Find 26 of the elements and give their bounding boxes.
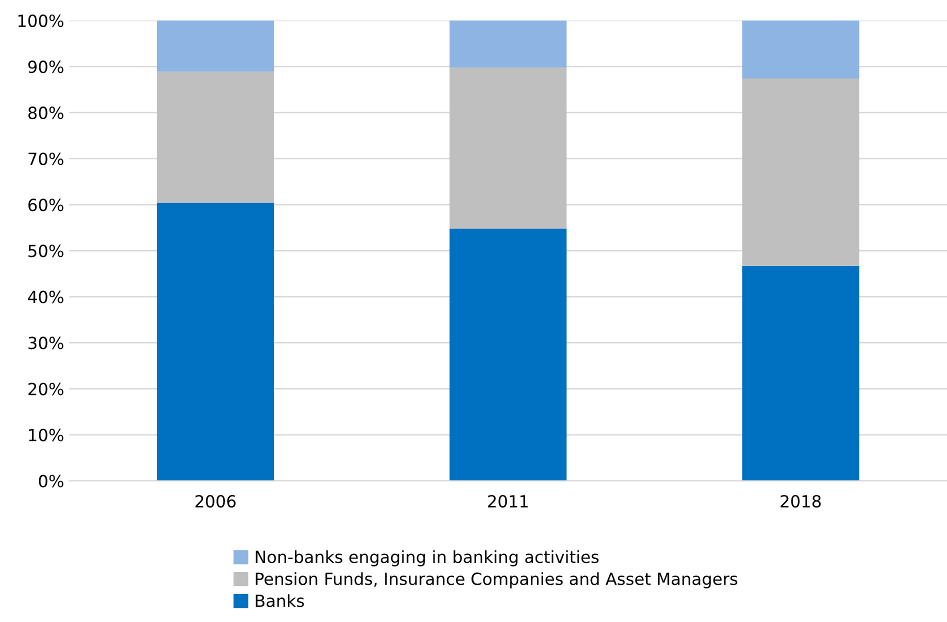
y-tick-label: 30%: [28, 336, 64, 350]
bar: [742, 78, 860, 266]
legend-label: Non-banks engaging in banking activities: [256, 550, 599, 566]
y-tick-label: 50%: [28, 244, 64, 258]
bar: [450, 67, 567, 229]
x-tick-label: 2006: [195, 494, 236, 508]
legend-label: Banks: [256, 594, 304, 608]
y-tick-label: 90%: [28, 60, 64, 74]
bar: [742, 266, 860, 481]
bar: [156, 20, 274, 72]
bar: [156, 202, 274, 481]
y-tick-label: 0%: [38, 474, 64, 488]
y-tick-label: 80%: [28, 106, 64, 120]
y-tick-label: 10%: [29, 428, 64, 442]
bar: [156, 72, 274, 203]
x-tick-label: 2011: [488, 494, 528, 508]
bar: [450, 228, 567, 481]
y-tick-label: 70%: [28, 152, 64, 166]
y-tick-label: 20%: [28, 382, 64, 396]
y-tick-label: 60%: [28, 198, 64, 212]
legend-label: Pension Funds, Insurance Companies and Asset Managers: [256, 572, 738, 588]
y-tick-label: 100%: [18, 14, 64, 28]
bar: [742, 20, 860, 79]
bar: [450, 20, 567, 68]
x-tick-label: 2018: [780, 494, 821, 508]
y-tick-label: 40%: [28, 290, 64, 304]
